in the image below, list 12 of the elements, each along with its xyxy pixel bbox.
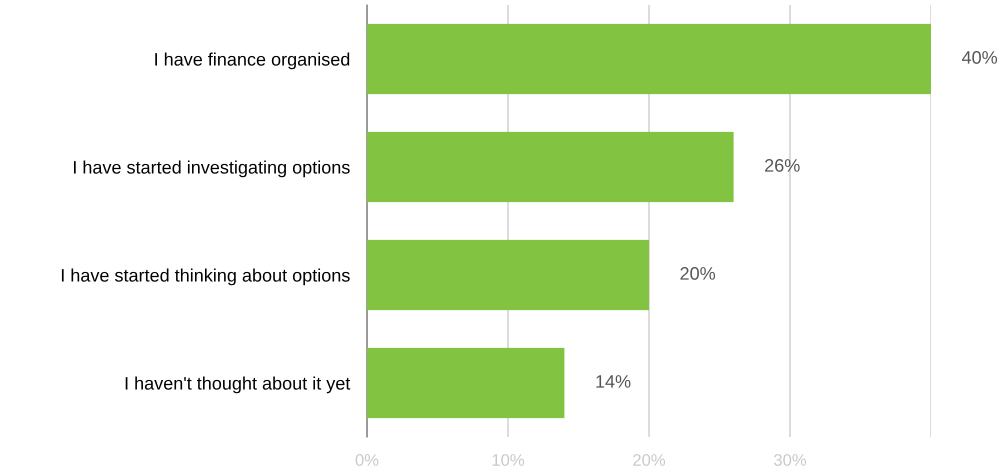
y-tick-label: I have started thinking about options: [62, 268, 350, 286]
bar: [367, 348, 564, 418]
data-label: 14%: [596, 375, 630, 388]
bar: [367, 240, 649, 310]
data-label: 26%: [765, 159, 800, 172]
bar: [367, 24, 931, 94]
data-label: 40%: [962, 51, 998, 64]
y-tick-label: I have finance organised: [155, 52, 350, 70]
data-label: 20%: [680, 267, 716, 280]
y-tick-label: I haven't thought about it yet: [126, 376, 350, 394]
y-tick-label: I have started investigating options: [74, 160, 350, 178]
bar: [367, 132, 734, 202]
